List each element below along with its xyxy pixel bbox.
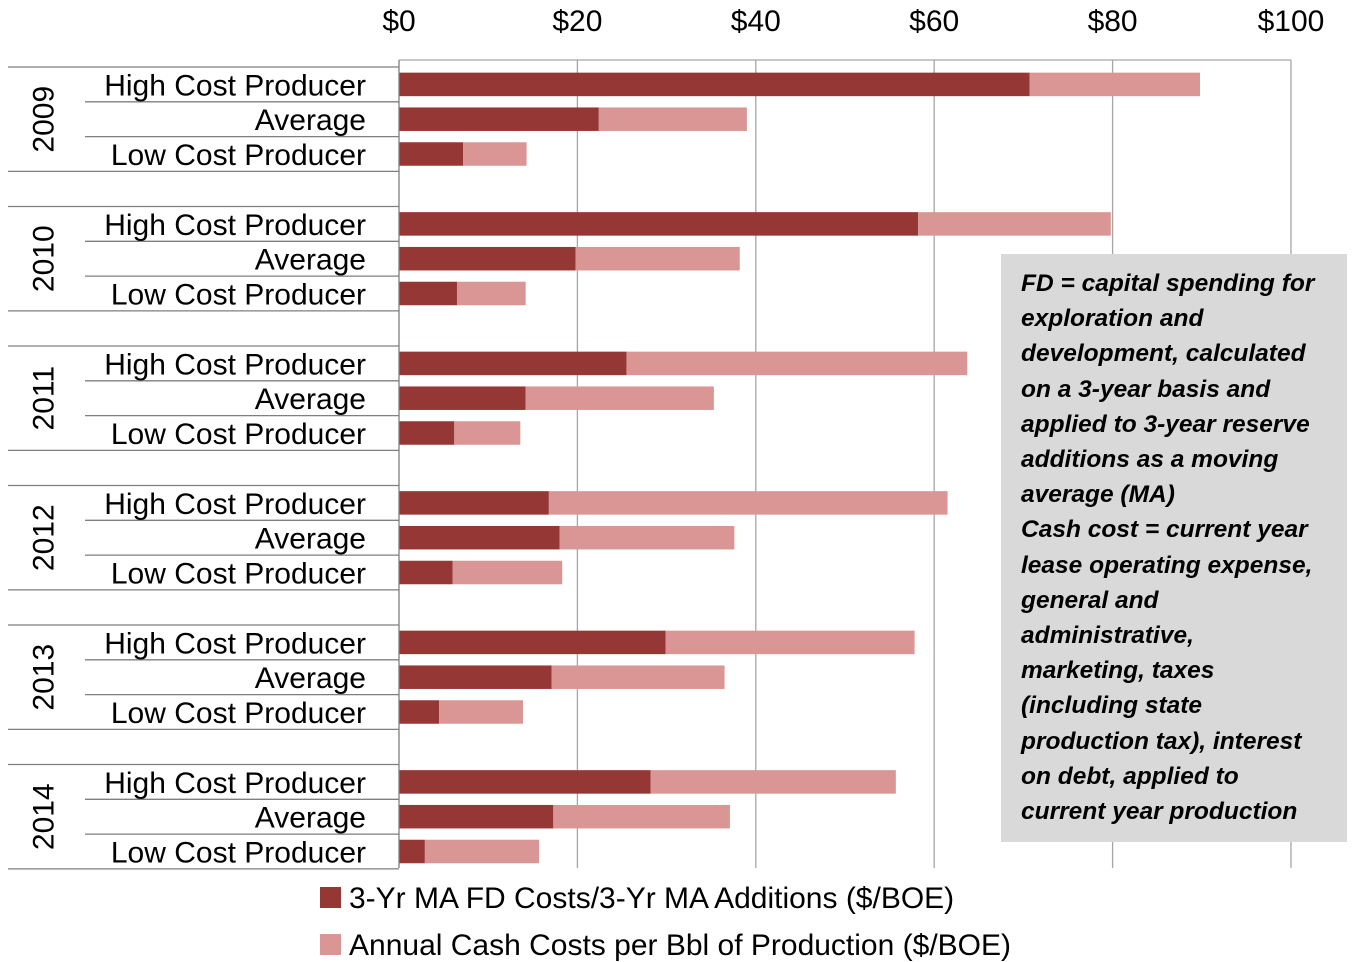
bar-fd-cost [399, 212, 919, 236]
category-label: Low Cost Producer [111, 279, 366, 312]
legend-swatch-cash [320, 934, 341, 955]
bar-cash-cost [650, 770, 896, 794]
category-label: Low Cost Producer [111, 837, 366, 870]
bar-cash-cost [454, 421, 521, 445]
category-label: Average [255, 383, 366, 416]
bar-fd-cost [399, 72, 1030, 97]
year-label: 2010 [28, 225, 61, 292]
bar-cash-cost [598, 107, 747, 131]
bar-cash-cost [463, 142, 527, 166]
year-label: 2009 [28, 86, 61, 153]
bar-fd-cost [399, 770, 651, 794]
bar-fd-cost [399, 351, 627, 376]
year-label: 2012 [28, 504, 61, 571]
bar-fd-cost [399, 421, 455, 445]
bar-fd-cost [399, 281, 457, 306]
bar-fd-cost [399, 107, 599, 131]
category-label: Low Cost Producer [111, 139, 366, 172]
bar-cash-cost [1029, 72, 1201, 97]
labels: $0 $20 $40 $60 $80 $100 2009 High Cost Producer… [28, 5, 1325, 870]
category-label: Average [255, 523, 366, 556]
bar-cash-cost [456, 281, 526, 306]
category-label: Low Cost Producer [111, 558, 366, 591]
category-label: Low Cost Producer [111, 418, 366, 451]
bar-fd-cost [399, 491, 549, 515]
category-label: Low Cost Producer [111, 697, 366, 730]
bar-fd-cost [399, 246, 576, 271]
bar-fd-cost [399, 665, 552, 689]
bar-cash-cost [452, 560, 563, 585]
x-tick-label: $20 [552, 5, 602, 38]
category-label: High Cost Producer [104, 767, 366, 800]
bar-fd-cost [399, 525, 560, 550]
x-tick-label: $40 [731, 5, 781, 38]
bar-fd-cost [399, 560, 453, 585]
legend-label-fd: 3-Yr MA FD Costs/3-Yr MA Additions ($/BO… [349, 882, 954, 915]
x-tick-label: $80 [1088, 5, 1138, 38]
bar-cash-cost [548, 491, 948, 515]
bar-fd-cost [399, 386, 526, 410]
category-label: Average [255, 802, 366, 835]
bar-fd-cost [399, 630, 666, 655]
bars [399, 72, 1201, 864]
legend: 3-Yr MA FD Costs/3-Yr MA Additions ($/BO… [320, 882, 1011, 962]
category-label: High Cost Producer [104, 348, 366, 381]
year-label: 2011 [28, 366, 61, 431]
bar-cash-cost [551, 665, 725, 689]
category-label: High Cost Producer [104, 209, 366, 242]
x-tick-label: $100 [1258, 5, 1325, 38]
bar-cash-cost [439, 700, 523, 724]
bar-fd-cost [399, 839, 425, 864]
bar-cash-cost [553, 804, 730, 829]
definition-note-box: FD = capital spending for exploration an… [1001, 254, 1347, 842]
category-label: Average [255, 104, 366, 137]
axis-lines [8, 59, 1291, 870]
legend-swatch-fd [320, 887, 341, 908]
bar-fd-cost [399, 142, 464, 166]
bar-cash-cost [525, 386, 714, 410]
year-label: 2013 [28, 644, 61, 711]
bar-cash-cost [626, 351, 968, 376]
bar-fd-cost [399, 804, 554, 829]
category-label: High Cost Producer [104, 69, 366, 102]
legend-label-cash: Annual Cash Costs per Bbl of Production … [349, 929, 1011, 962]
bar-cash-cost [918, 212, 1111, 236]
definition-note-text: FD = capital spending for exploration an… [1021, 270, 1315, 826]
x-tick-label: $60 [909, 5, 959, 38]
category-label: High Cost Producer [104, 627, 366, 660]
bar-cash-cost [575, 246, 740, 271]
year-label: 2014 [28, 783, 61, 850]
category-label: Average [255, 662, 366, 695]
category-label: Average [255, 244, 366, 277]
bar-cash-cost [559, 525, 735, 550]
bar-cash-cost [665, 630, 915, 655]
x-tick-label: $0 [382, 5, 415, 38]
category-label: High Cost Producer [104, 488, 366, 521]
bar-fd-cost [399, 700, 440, 724]
bar-cash-cost [424, 839, 540, 864]
